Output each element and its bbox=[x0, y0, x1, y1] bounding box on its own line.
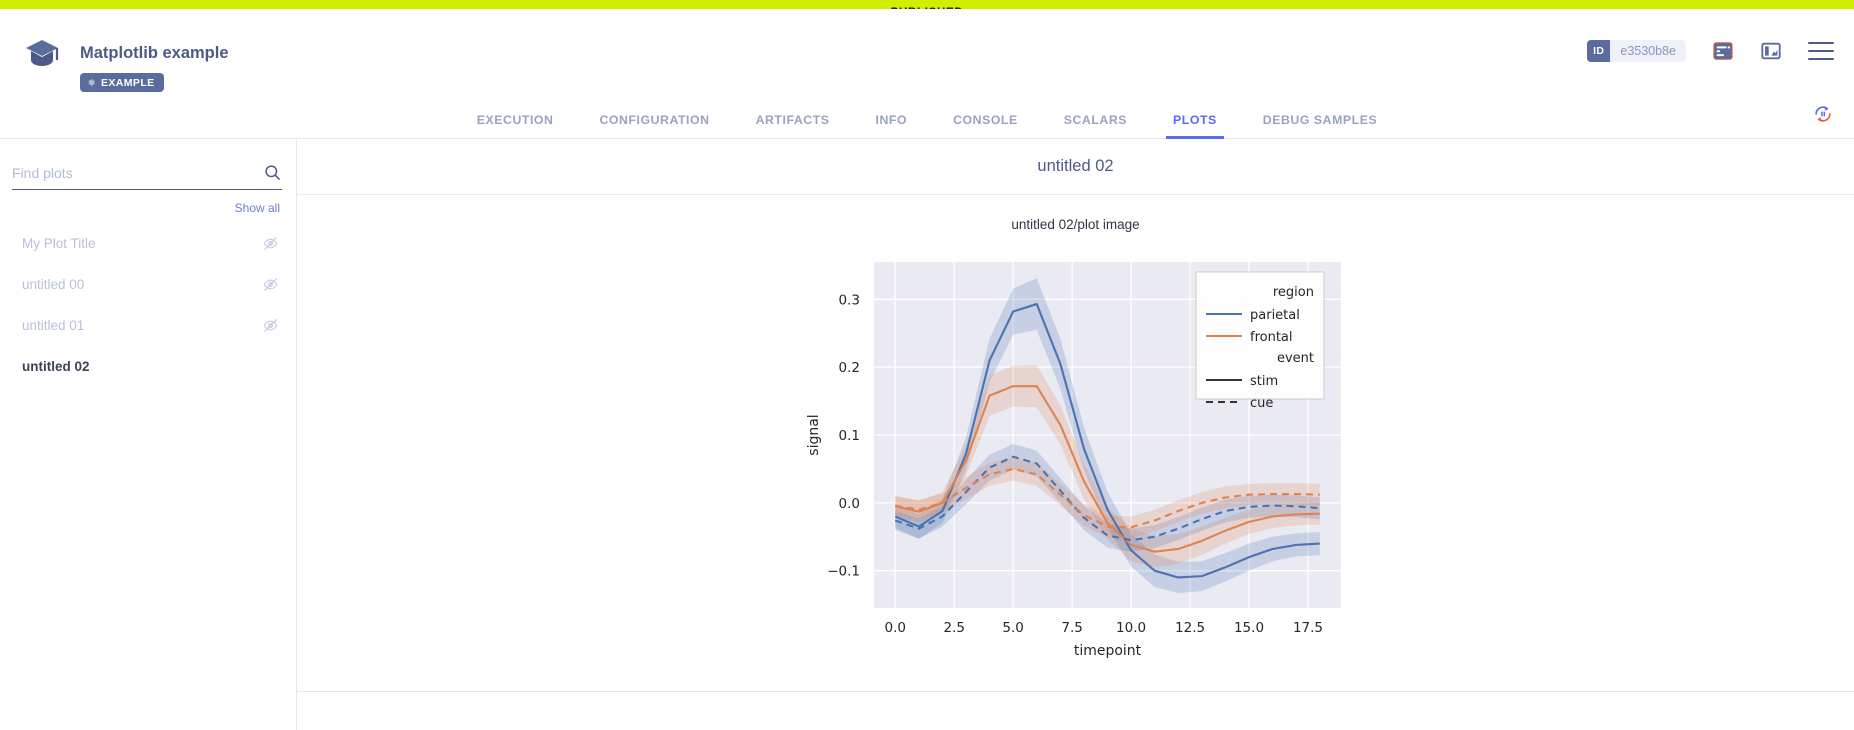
eye-off-icon[interactable] bbox=[262, 276, 279, 293]
plot-card: untitled 02/plot image 0.0 2.5 5.0 7.5 10.0 1… bbox=[297, 195, 1854, 729]
svg-text:region: region bbox=[1272, 285, 1313, 300]
plots-sidebar: Show all My Plot Title untitled 00 untit… bbox=[0, 139, 297, 730]
plot-item-label: untitled 02 bbox=[22, 359, 90, 374]
main-content: untitled 02 untitled 02/plot image 0.0 2.… bbox=[297, 139, 1854, 730]
svg-text:timepoint: timepoint bbox=[1073, 643, 1141, 659]
svg-text:parietal: parietal bbox=[1250, 308, 1300, 323]
svg-text:12.5: 12.5 bbox=[1175, 620, 1205, 636]
graduation-cap-icon bbox=[26, 40, 59, 66]
run-id-chip[interactable]: ID e3530b8e bbox=[1587, 40, 1686, 62]
svg-text:0.0: 0.0 bbox=[884, 620, 905, 636]
page-header: Matplotlib example EXAMPLE ID e3530b8e bbox=[0, 9, 1854, 101]
hamburger-menu-icon[interactable] bbox=[1808, 42, 1834, 60]
svg-text:0.1: 0.1 bbox=[838, 428, 859, 444]
page-title: Matplotlib example bbox=[80, 44, 229, 62]
svg-text:0.3: 0.3 bbox=[838, 292, 859, 308]
example-badge-label: EXAMPLE bbox=[101, 76, 155, 89]
svg-text:signal: signal bbox=[806, 414, 822, 455]
plot-list-item-untitled-00[interactable]: untitled 00 bbox=[0, 264, 297, 305]
search-input[interactable] bbox=[12, 164, 227, 181]
plot-list: My Plot Title untitled 00 untitled 01 bbox=[0, 223, 297, 387]
card-divider bbox=[297, 691, 1854, 692]
plot-item-label: untitled 01 bbox=[22, 318, 85, 333]
header-actions: ID e3530b8e bbox=[1587, 40, 1834, 62]
eye-off-icon[interactable] bbox=[262, 317, 279, 334]
tab-artifacts[interactable]: ARTIFACTS bbox=[755, 113, 830, 127]
tab-info[interactable]: INFO bbox=[875, 113, 908, 127]
log-view-icon[interactable] bbox=[1712, 40, 1734, 62]
search-row bbox=[12, 163, 282, 190]
plot-list-item-untitled-01[interactable]: untitled 01 bbox=[0, 305, 297, 346]
eye-off-icon[interactable] bbox=[262, 235, 279, 252]
svg-text:5.0: 5.0 bbox=[1002, 620, 1023, 636]
svg-text:0.2: 0.2 bbox=[838, 360, 859, 376]
plot-list-item-untitled-02[interactable]: untitled 02 bbox=[0, 346, 297, 387]
svg-text:2.5: 2.5 bbox=[943, 620, 964, 636]
search-icon[interactable] bbox=[263, 163, 282, 182]
svg-text:−0.1: −0.1 bbox=[827, 564, 860, 580]
svg-text:15.0: 15.0 bbox=[1233, 620, 1263, 636]
tab-configuration[interactable]: CONFIGURATION bbox=[599, 113, 710, 127]
tab-execution[interactable]: EXECUTION bbox=[476, 113, 554, 127]
plot-item-label: My Plot Title bbox=[22, 236, 96, 251]
plot-list-item-my-plot-title[interactable]: My Plot Title bbox=[0, 223, 297, 264]
fmri-line-chart[interactable]: 0.0 2.5 5.0 7.5 10.0 12.5 15.0 17.5 −0.1 0.0 0.1 0.… bbox=[796, 250, 1356, 680]
svg-text:7.5: 7.5 bbox=[1061, 620, 1082, 636]
svg-text:cue: cue bbox=[1250, 396, 1273, 411]
run-id-value: e3530b8e bbox=[1620, 44, 1676, 58]
tab-list: EXECUTION CONFIGURATION ARTIFACTS INFO C… bbox=[454, 113, 1400, 139]
show-all-link[interactable]: Show all bbox=[234, 201, 280, 215]
title-block: Matplotlib example EXAMPLE bbox=[80, 42, 229, 93]
plot-item-label: untitled 00 bbox=[22, 277, 85, 292]
example-badge[interactable]: EXAMPLE bbox=[80, 73, 164, 92]
auto-refresh-pause-icon[interactable] bbox=[1812, 103, 1834, 130]
selected-plot-title: untitled 02 bbox=[297, 139, 1854, 195]
run-id-key: ID bbox=[1587, 40, 1611, 62]
svg-text:stim: stim bbox=[1250, 374, 1278, 389]
tab-console[interactable]: CONSOLE bbox=[953, 113, 1018, 127]
split-view-icon[interactable] bbox=[1760, 40, 1782, 62]
tab-plots[interactable]: PLOTS bbox=[1150, 113, 1240, 139]
svg-text:0.0: 0.0 bbox=[838, 496, 859, 512]
tab-debug-samples[interactable]: DEBUG SAMPLES bbox=[1262, 113, 1378, 127]
svg-text:frontal: frontal bbox=[1250, 330, 1293, 345]
svg-text:10.0: 10.0 bbox=[1116, 620, 1146, 636]
svg-text:17.5: 17.5 bbox=[1292, 620, 1322, 636]
svg-text:event: event bbox=[1276, 351, 1313, 366]
main-tabbar: EXECUTION CONFIGURATION ARTIFACTS INFO C… bbox=[0, 101, 1854, 139]
gear-icon bbox=[88, 78, 95, 86]
tab-scalars[interactable]: SCALARS bbox=[1063, 113, 1128, 127]
plot-image-title: untitled 02/plot image bbox=[1011, 217, 1140, 232]
